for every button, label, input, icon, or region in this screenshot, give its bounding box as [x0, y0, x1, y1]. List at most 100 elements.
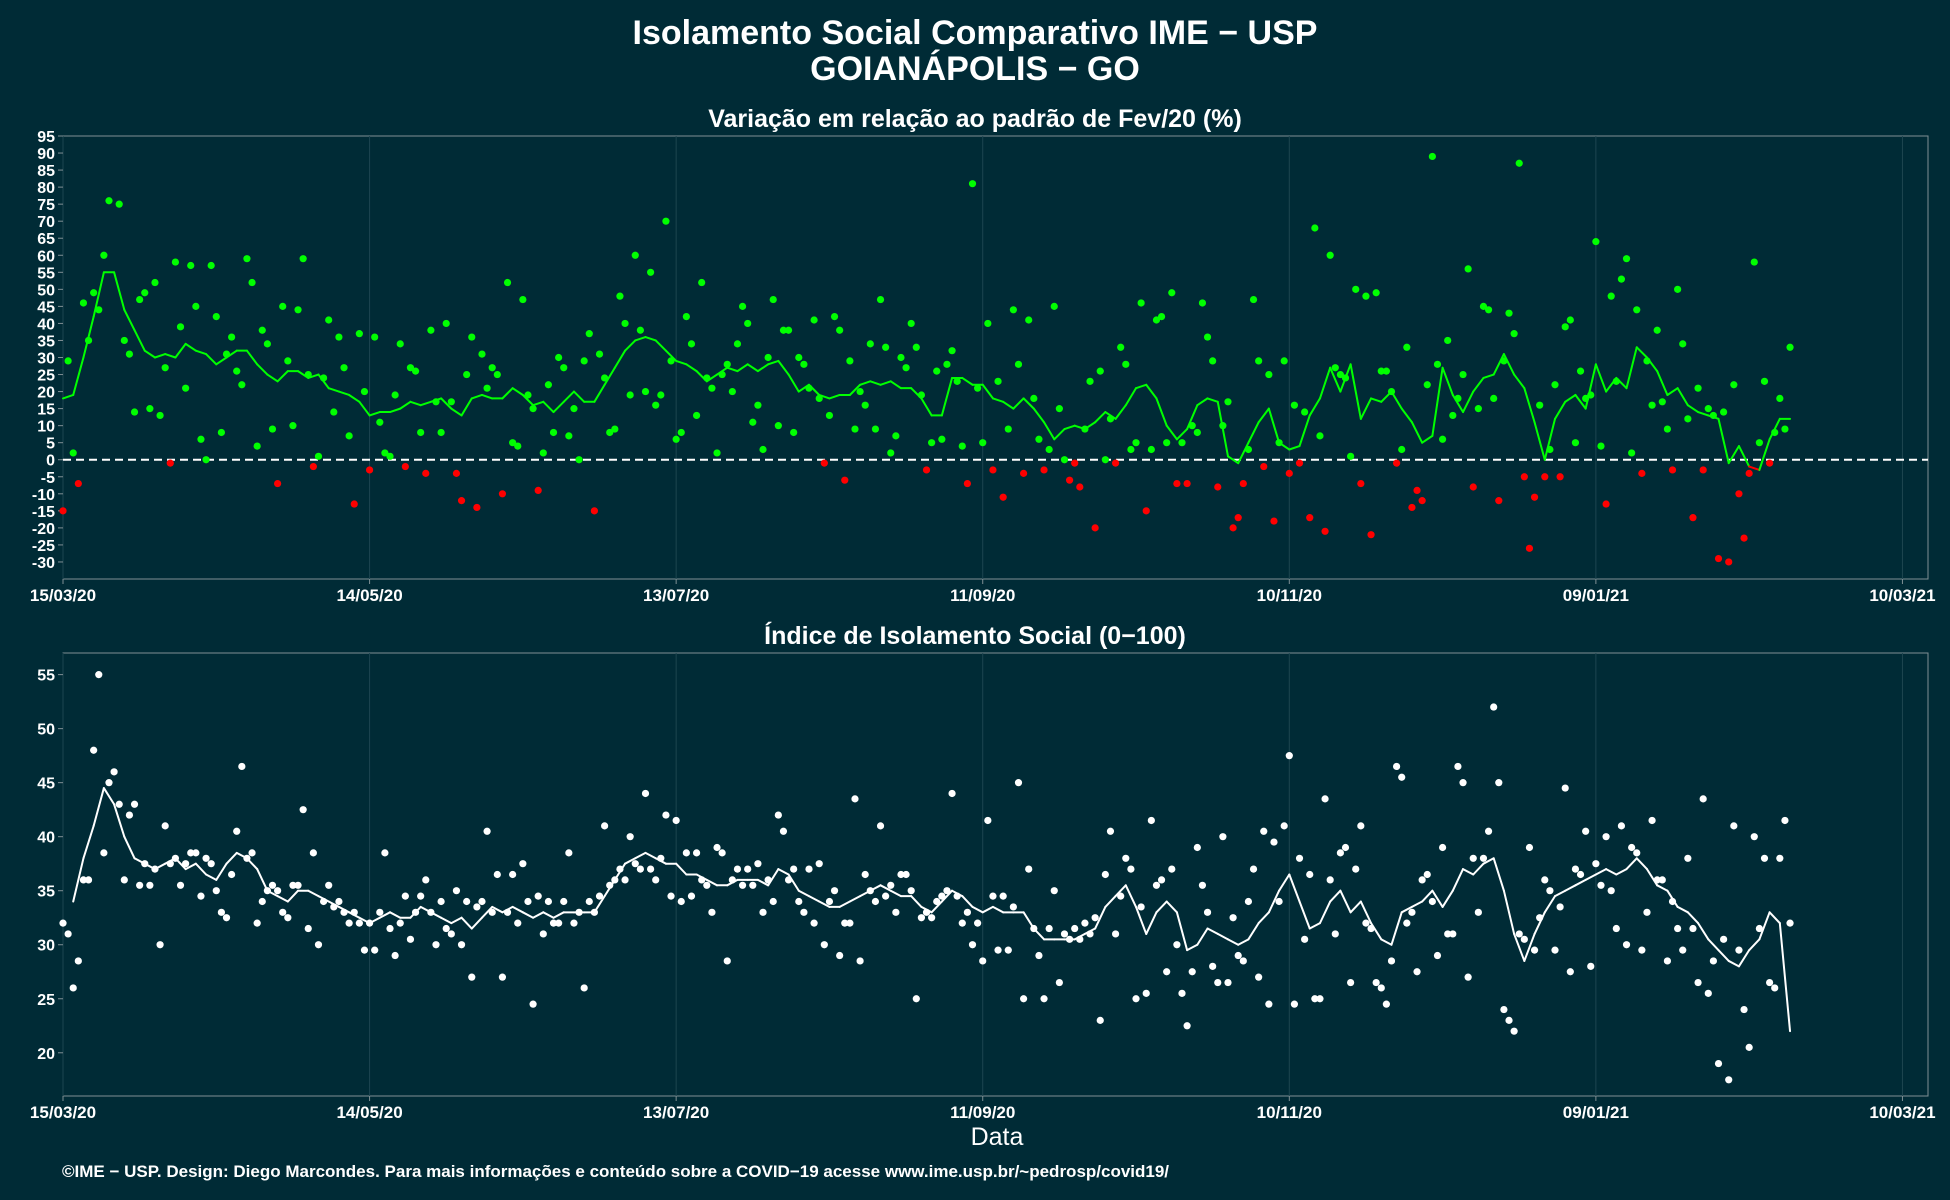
moving-average-segment	[1462, 868, 1475, 876]
data-point	[933, 367, 941, 375]
data-point	[463, 897, 471, 906]
moving-average-segment	[1574, 393, 1587, 410]
moving-average-segment	[368, 411, 381, 417]
data-point	[652, 876, 660, 884]
moving-average-segment	[1737, 445, 1751, 468]
moving-average-segment	[501, 387, 514, 400]
panel2-title: Índice de Isolamento Social (0−100)	[764, 621, 1186, 650]
data-point	[1766, 459, 1774, 467]
data-point	[1127, 865, 1135, 873]
data-point	[1648, 401, 1656, 409]
data-point	[1740, 1005, 1748, 1014]
data-point	[953, 892, 961, 900]
data-point	[1607, 887, 1615, 895]
moving-average-segment	[1492, 857, 1505, 892]
data-point	[432, 398, 440, 406]
data-point	[294, 881, 302, 889]
data-point	[345, 919, 353, 927]
panel2-grid	[62, 653, 1903, 1096]
moving-average-segment	[1635, 346, 1648, 359]
data-point	[1295, 854, 1304, 862]
data-point	[1060, 456, 1069, 464]
data-point	[1091, 524, 1099, 532]
data-point	[1137, 903, 1145, 911]
moving-average-segment	[1124, 884, 1138, 908]
moving-average-segment	[1625, 346, 1638, 390]
data-point	[1106, 827, 1115, 835]
moving-average-segment	[1339, 889, 1352, 914]
data-point	[503, 278, 512, 287]
data-point	[59, 507, 67, 515]
moving-average-segment	[532, 400, 545, 407]
data-point	[1592, 238, 1600, 246]
data-point	[1060, 930, 1069, 938]
data-point	[355, 919, 363, 927]
data-point	[110, 768, 118, 776]
moving-average-segment	[1523, 387, 1536, 424]
moving-average-segment	[981, 905, 994, 914]
x-tick-label: 09/01/21	[1563, 1103, 1629, 1122]
data-point	[1193, 843, 1201, 852]
data-point	[1648, 816, 1656, 825]
moving-average-segment	[1175, 911, 1189, 952]
data-point	[657, 391, 665, 399]
data-point	[897, 353, 905, 362]
y-tick-label: 25	[37, 368, 55, 385]
data-point	[912, 343, 920, 351]
moving-average-segment	[1155, 900, 1168, 914]
data-point	[105, 779, 113, 787]
moving-average-segment	[194, 349, 208, 356]
data-point	[1224, 978, 1232, 987]
data-point	[1050, 302, 1058, 310]
data-point	[1541, 876, 1549, 884]
data-point	[1188, 968, 1196, 976]
data-point	[1280, 822, 1288, 830]
y-tick-label: 40	[37, 316, 55, 333]
data-point	[810, 316, 818, 324]
data-point	[1520, 935, 1528, 943]
data-point	[1347, 452, 1355, 460]
data-point	[1040, 466, 1048, 474]
data-point	[1239, 957, 1247, 965]
data-point	[1561, 323, 1569, 331]
moving-average-segment	[460, 397, 473, 417]
data-point	[641, 789, 650, 798]
data-point	[876, 295, 885, 304]
data-point	[171, 854, 180, 862]
data-point	[1699, 466, 1707, 474]
data-point	[447, 930, 455, 938]
moving-average-segment	[1697, 922, 1710, 941]
moving-average-segment	[419, 400, 432, 407]
data-point	[611, 876, 619, 884]
moving-average-segment	[1135, 383, 1148, 390]
data-point	[1035, 951, 1043, 960]
data-point	[979, 957, 987, 965]
moving-average-segment	[675, 862, 688, 876]
y-tick-label: -25	[32, 538, 55, 555]
moving-average-segment	[1104, 895, 1117, 908]
data-point	[1735, 490, 1743, 498]
moving-average-segment	[889, 889, 902, 898]
panel1-moving-average	[62, 271, 1792, 471]
data-point	[1331, 364, 1339, 372]
y-tick-label: 15	[37, 402, 55, 419]
moving-average-segment	[777, 359, 790, 376]
data-point	[1301, 408, 1309, 416]
data-point	[815, 394, 823, 402]
x-tick-label: 11/09/20	[950, 586, 1015, 605]
data-point	[1602, 500, 1610, 508]
data-point	[1122, 360, 1130, 368]
data-point	[815, 860, 823, 868]
moving-average-segment	[389, 407, 402, 414]
moving-average-segment	[348, 393, 361, 403]
y-tick-label: 50	[37, 282, 55, 299]
moving-average-segment	[1094, 905, 1107, 930]
data-point	[1714, 1059, 1723, 1068]
data-point	[1055, 405, 1063, 413]
data-point	[647, 865, 655, 873]
x-tick-label: 14/05/20	[336, 586, 402, 605]
data-point	[141, 860, 149, 868]
data-point	[1357, 479, 1365, 488]
data-point	[1403, 343, 1411, 351]
y-tick-label: 50	[37, 722, 55, 739]
